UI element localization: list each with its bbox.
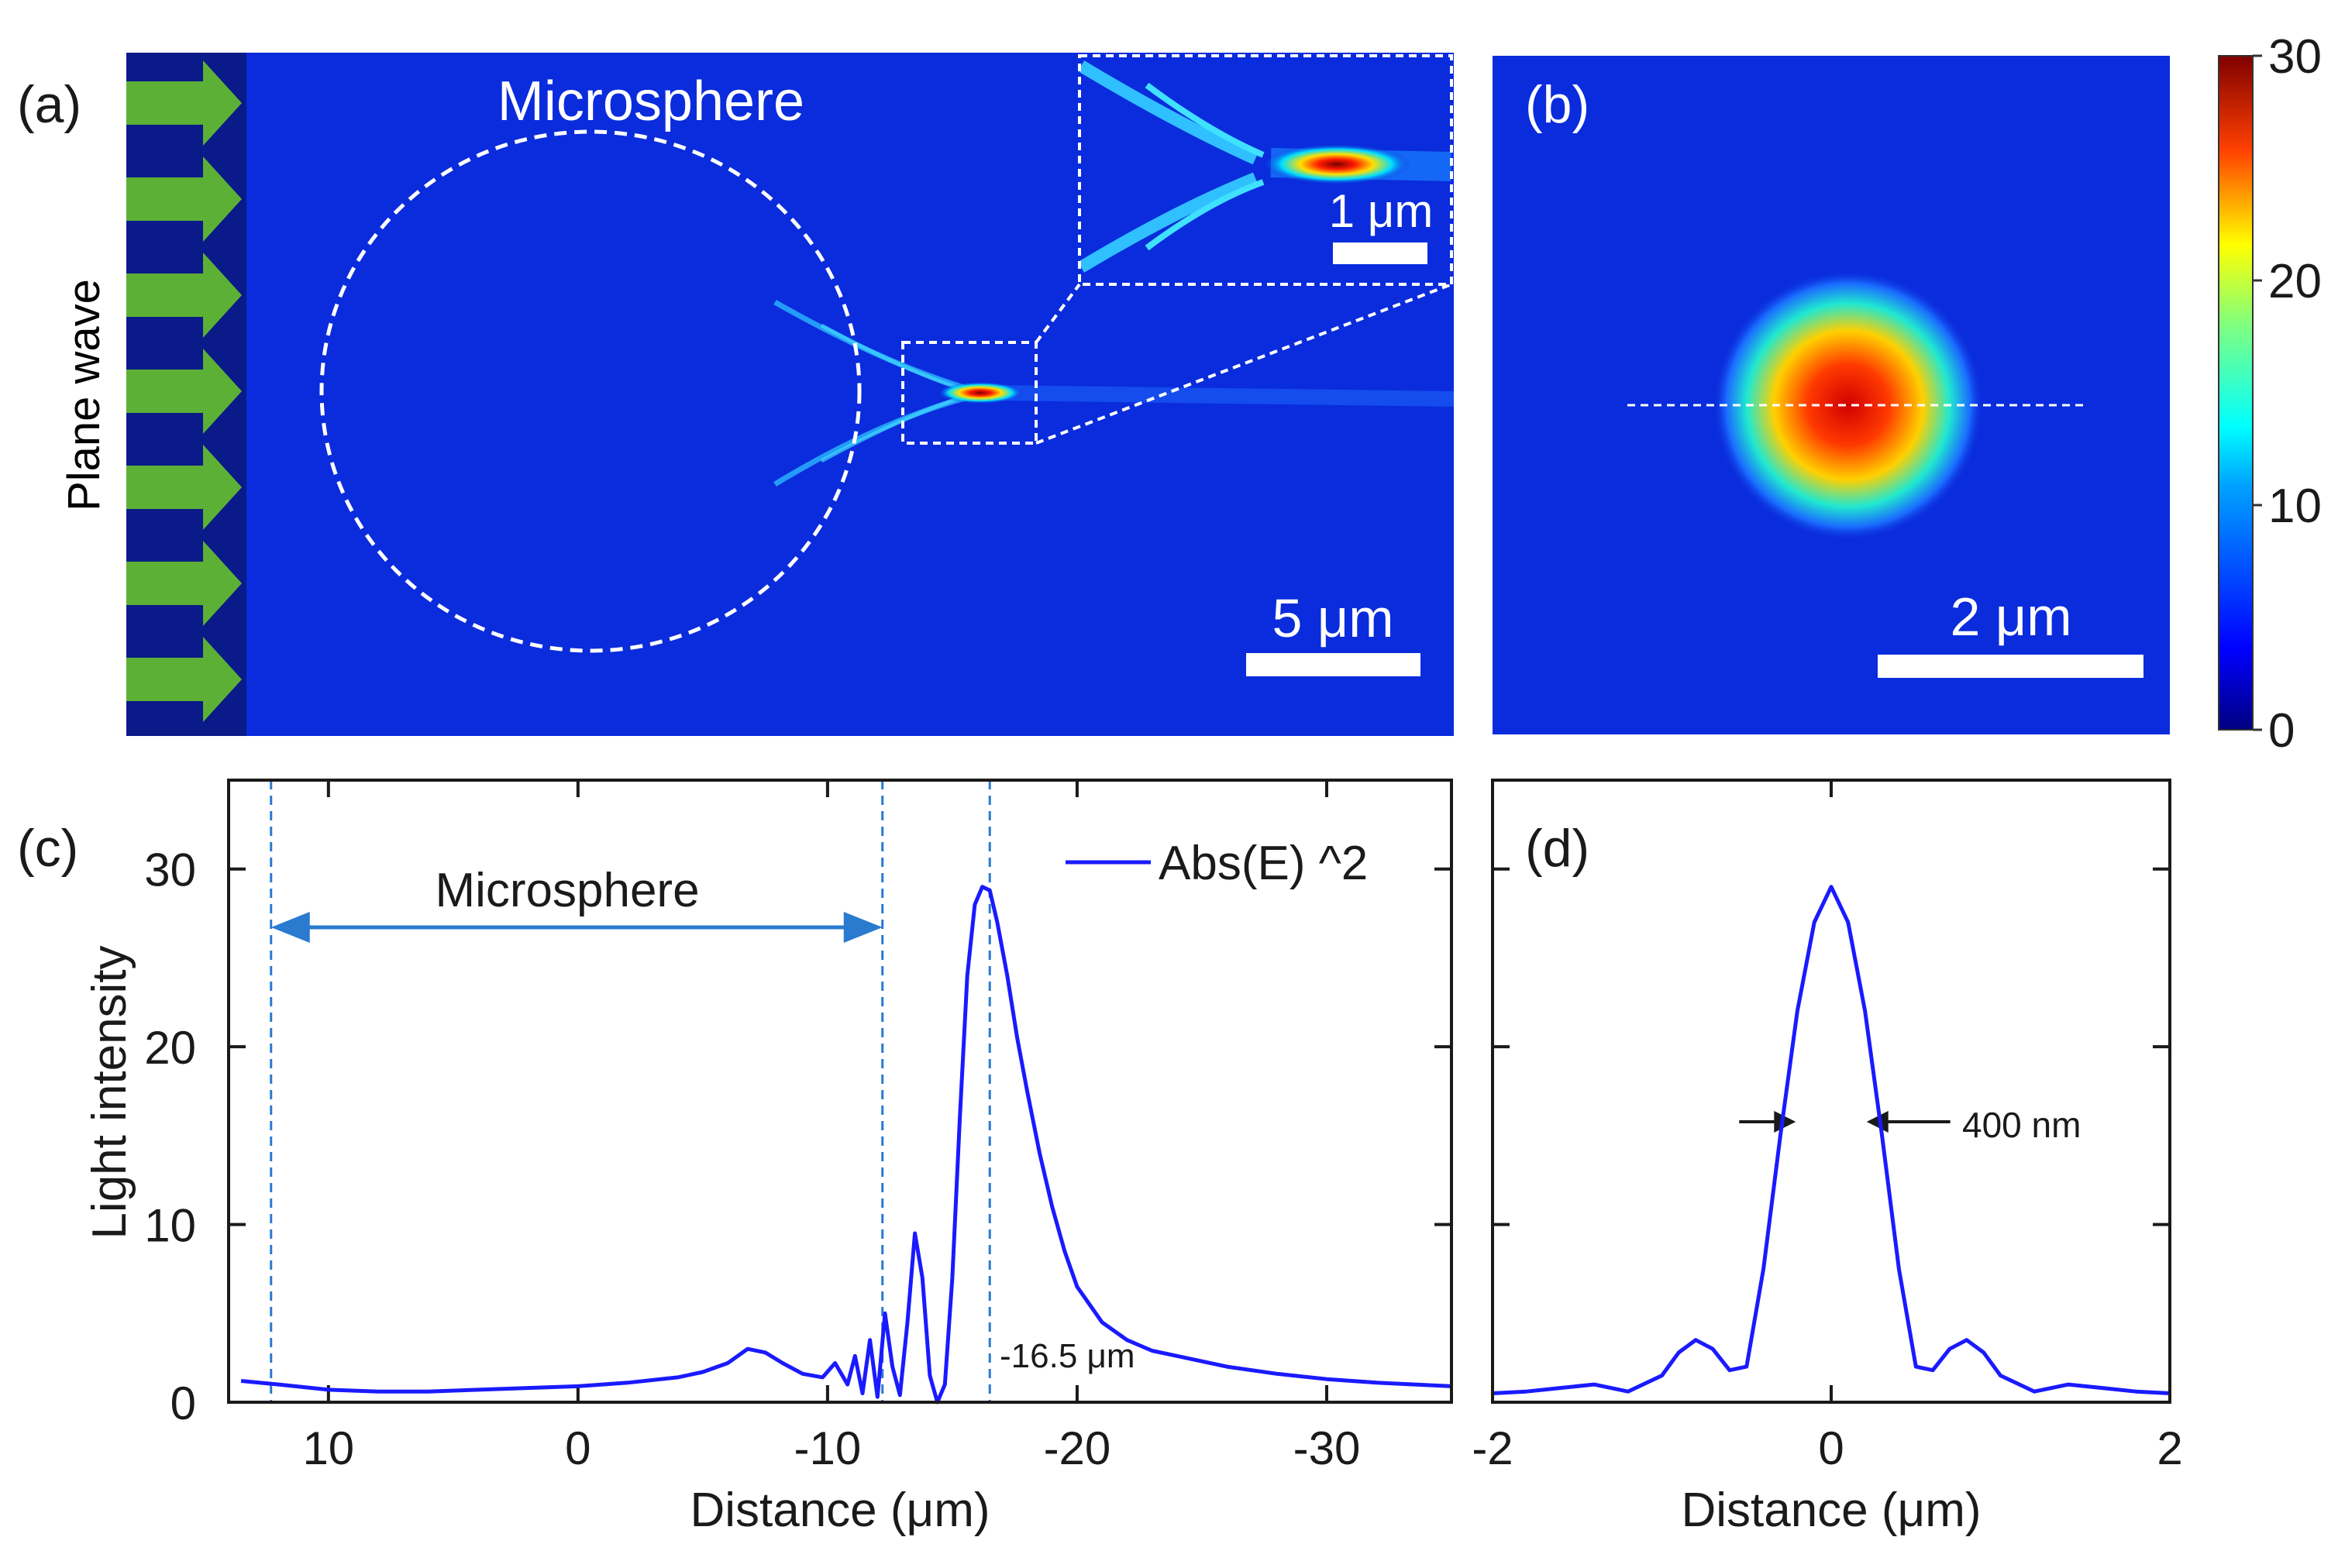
axes-frame-d: [1491, 779, 2171, 1404]
colorbar-scale: [2218, 55, 2254, 731]
panel-label-a: (a): [17, 75, 81, 134]
scalebar-main: [1246, 653, 1420, 676]
arrow-icon: [126, 253, 242, 338]
x-tick-label: 10: [302, 1422, 354, 1474]
panel-label-d: (d): [1525, 819, 1589, 878]
y-tick-label: 0: [170, 1377, 196, 1429]
microsphere-title: Microsphere: [498, 70, 804, 132]
colorbar-tick-label: 10: [2268, 480, 2322, 533]
colorbar-tick-label: 0: [2268, 704, 2295, 758]
x-tick-label: -2: [1472, 1422, 1513, 1474]
colorbar: 0 10 20 30: [2218, 30, 2322, 758]
zoom-box: [901, 341, 1038, 445]
y-tick-label: 10: [144, 1200, 196, 1252]
series-line: [240, 885, 1452, 1405]
x-tick-label: 2: [2157, 1422, 2182, 1474]
arrowhead-right: [843, 912, 883, 943]
y-tick-label: 20: [144, 1022, 196, 1074]
scalebar-inset-label: 1 μm: [1329, 185, 1434, 237]
panel-c: 10 0 -10 -20 -30 0 10 20 30 (c) Distance (μm) Li…: [17, 779, 1453, 1537]
arrow-icon: [126, 637, 242, 722]
microsphere-outline: [319, 129, 862, 653]
panel-label-b: (b): [1525, 75, 1589, 134]
plane-wave-arrows: [126, 60, 242, 722]
panel-label-c: (c): [17, 819, 78, 878]
x-tick-label: 0: [565, 1422, 591, 1474]
arrow-icon: [126, 541, 242, 626]
focal-spot: [1713, 270, 1984, 541]
arrow-icon: [126, 156, 242, 242]
microsphere-annotation: Microsphere: [435, 864, 699, 917]
x-tick-label: -10: [794, 1422, 862, 1474]
scalebar-main-label: 5 μm: [1272, 588, 1393, 648]
y-tick-label: 30: [144, 844, 196, 896]
fwhm-arrowhead-right: [1866, 1111, 1889, 1133]
x-tick-label: -20: [1044, 1422, 1111, 1474]
fwhm-label: 400 nm: [1962, 1105, 2081, 1145]
y-axis-label-c: Light intensity: [83, 945, 136, 1239]
panel-b: (b) 2 μm: [1493, 56, 2170, 734]
arrowhead-left: [270, 912, 310, 943]
colorbar-tick-label: 20: [2268, 255, 2322, 308]
x-axis-label-d: Distance (μm): [1681, 1484, 1981, 1537]
focusing-beams: [773, 299, 1454, 487]
axes-frame-c: [227, 779, 1453, 1404]
arrow-icon: [126, 349, 242, 434]
scalebar-inset: [1333, 242, 1427, 264]
scalebar-b: [1878, 655, 2143, 678]
scalebar-b-label: 2 μm: [1950, 586, 2071, 647]
fwhm-arrowhead-left: [1774, 1111, 1796, 1133]
x-tick-label: -30: [1293, 1422, 1361, 1474]
x-tick-label: 0: [1818, 1422, 1844, 1474]
panel-a: (a) Plane wave Microsphere 5 μm 1 μm: [17, 53, 1454, 736]
x-axis-label-c: Distance (μm): [690, 1484, 990, 1537]
peak-position-label: -16.5 μm: [1000, 1337, 1135, 1375]
colorbar-tick-label: 30: [2268, 30, 2322, 84]
arrow-icon: [126, 60, 242, 146]
plane-wave-label: Plane wave: [59, 279, 109, 511]
legend-label: Abs(E) ^2: [1159, 837, 1368, 890]
arrow-icon: [126, 445, 242, 530]
inset: [1078, 54, 1453, 286]
panel-d: -2 0 2 (d) Distance (μm) 400 nm: [1472, 779, 2183, 1537]
